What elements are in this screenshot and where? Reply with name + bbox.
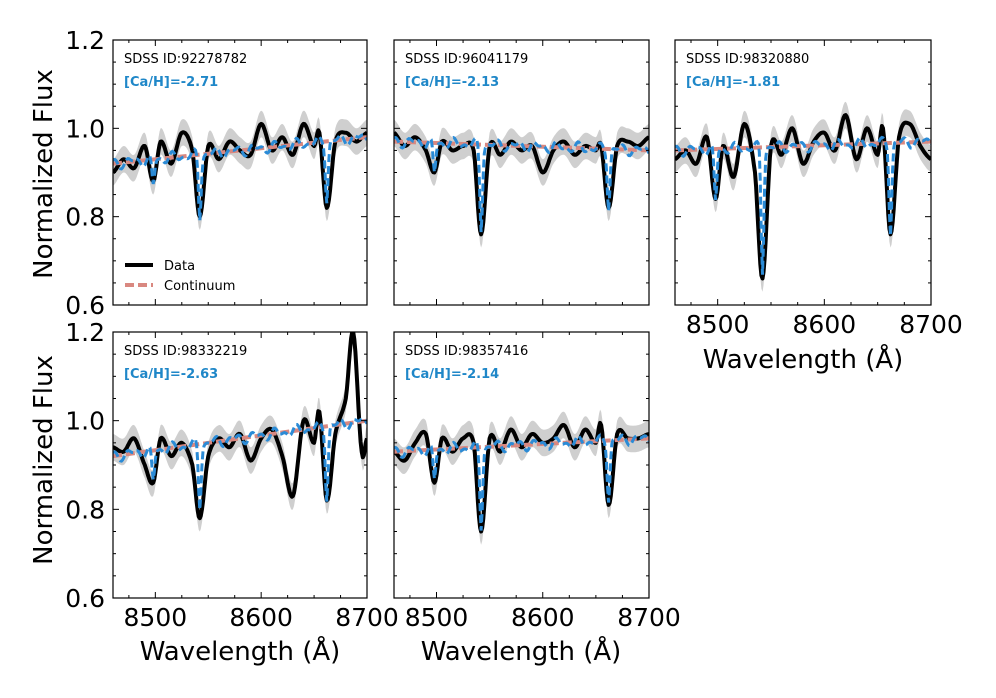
x-tick-label: 8500 <box>124 603 188 632</box>
ylabel-bottom: Normalized Flux <box>29 355 59 565</box>
continuum-line <box>113 418 367 459</box>
ca-h-label: [Ca/H]=-2.14 <box>405 367 499 382</box>
panels-group: 0.6 0.8 1.0 1.2 SDSS ID:92278782 [Ca/H]=-2.71… <box>65 26 963 632</box>
sdss-id-label: SDSS ID:98332219 <box>124 344 247 359</box>
legend: Data Continuum <box>125 259 235 294</box>
model-fit-line <box>113 416 367 510</box>
x-tick-label: 8500 <box>686 310 750 339</box>
sdss-id-label: SDSS ID:98320880 <box>686 52 809 67</box>
model-fit-line <box>394 433 649 531</box>
y-tick-label: 0.8 <box>65 495 105 524</box>
x-tick-label: 8600 <box>229 603 293 632</box>
ca-h-label: [Ca/H]=-2.71 <box>124 75 218 90</box>
xlabel-panel-1-1: Wavelength (Å) <box>421 635 622 667</box>
panel-plot-area-1 <box>113 110 367 230</box>
x-tick-label: 8600 <box>511 603 575 632</box>
panel-plot-area-4 <box>113 332 367 532</box>
legend-continuum-label: Continuum <box>164 279 235 294</box>
continuum-line <box>394 436 649 454</box>
continuum-line <box>113 135 367 166</box>
sdss-id-label: SDSS ID:96041179 <box>405 52 528 67</box>
ca-h-label: [Ca/H]=-2.13 <box>405 75 499 90</box>
uncertainty-band <box>113 332 367 532</box>
panel-5: 8500 8600 8700 SDSS ID:98357416 [Ca/H]=-2.14 <box>393 331 681 632</box>
y-tick-label: 0.6 <box>65 584 105 613</box>
sdss-id-label: SDSS ID:92278782 <box>124 52 247 67</box>
x-tick-label: 8700 <box>617 603 681 632</box>
panel-4: 8500 8600 8700 0.6 0.8 1.0 1.2 SDSS ID:98332219… <box>65 318 399 632</box>
panel-1: 0.6 0.8 1.0 1.2 SDSS ID:92278782 [Ca/H]=-2.71 <box>65 26 368 320</box>
xlabel-panel-1-0: Wavelength (Å) <box>140 635 341 667</box>
continuum-line <box>675 139 931 153</box>
panel-plot-area-5 <box>394 409 649 545</box>
ca-h-label: [Ca/H]=-2.63 <box>124 367 218 382</box>
y-tick-label: 0.8 <box>65 203 105 232</box>
ylabel-top: Normalized Flux <box>29 69 59 279</box>
sdss-id-label: SDSS ID:98357416 <box>405 344 528 359</box>
continuum-line <box>394 139 649 153</box>
y-tick-label: 1.0 <box>65 407 105 436</box>
x-tick-label: 8500 <box>405 603 469 632</box>
x-tick-label: 8700 <box>335 603 399 632</box>
ca-h-label: [Ca/H]=-1.81 <box>686 75 780 90</box>
model-fit-line <box>675 135 931 275</box>
panel-plot-area-3 <box>675 101 931 292</box>
xlabel-panel-0-2: Wavelength (Å) <box>703 343 904 375</box>
x-tick-label: 8700 <box>899 310 963 339</box>
y-tick-label: 1.2 <box>65 318 105 347</box>
x-tick-label: 8600 <box>793 310 857 339</box>
model-fit-line <box>394 135 649 233</box>
y-tick-label: 1.2 <box>65 26 105 55</box>
y-tick-label: 0.6 <box>65 291 105 320</box>
panel-3: 8500 8600 8700 SDSS ID:98320880 [Ca/H]=-1.81 <box>674 39 963 339</box>
y-tick-label: 1.0 <box>65 114 105 143</box>
model-fit-line <box>113 133 367 221</box>
panel-2: SDSS ID:96041179 [Ca/H]=-2.13 <box>393 39 650 306</box>
panel-plot-area-2 <box>394 119 649 248</box>
legend-data-label: Data <box>164 259 195 274</box>
